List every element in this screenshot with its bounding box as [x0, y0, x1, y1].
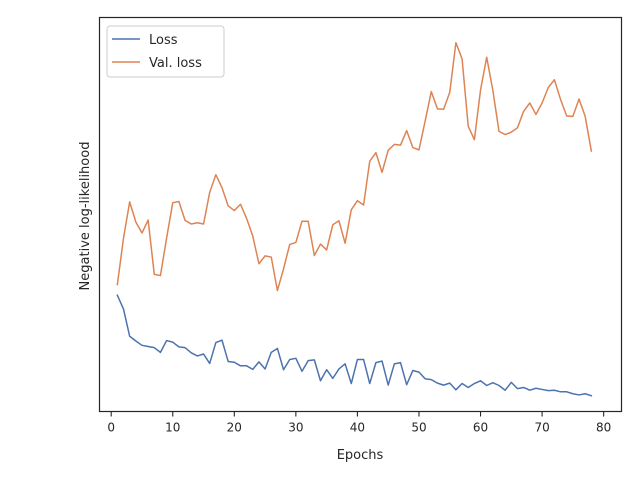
series-line-val-loss [116, 41, 593, 292]
x-axis-ticks: 0 10 20 30 40 50 60 70 80 [107, 411, 611, 435]
x-tick-label: 20 [227, 421, 242, 435]
legend-entry-label: Val. loss [149, 56, 202, 71]
legend-entry-label: Loss [149, 33, 178, 48]
x-axis-label: Epochs [337, 448, 384, 463]
plot-frame [98, 16, 623, 413]
legend: Loss Val. loss [106, 25, 225, 78]
x-tick-label: 0 [107, 421, 115, 435]
x-tick-label: 70 [534, 421, 549, 435]
x-tick-label: 50 [411, 421, 426, 435]
x-tick-label: 80 [596, 421, 611, 435]
y-axis-label: Negative log-likelihood [78, 142, 93, 291]
x-tick-label: 10 [165, 421, 180, 435]
plot-area [116, 41, 593, 397]
x-tick-label: 40 [350, 421, 365, 435]
series-line-loss [116, 294, 593, 397]
x-tick-label: 30 [288, 421, 303, 435]
x-tick-label: 60 [473, 421, 488, 435]
